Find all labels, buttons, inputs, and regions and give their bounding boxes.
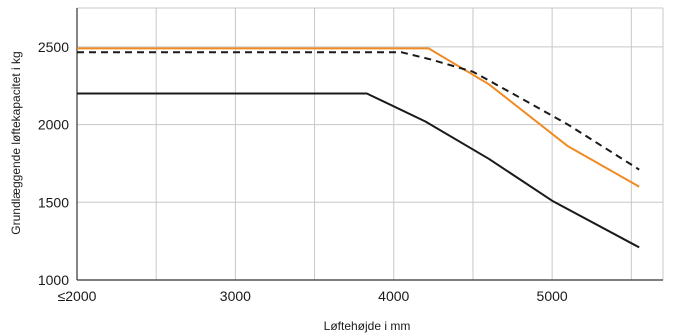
- x-tick-label: 4000: [378, 288, 409, 304]
- y-tick-label: 2000: [38, 117, 69, 133]
- series-group: [77, 47, 640, 249]
- x-axis-label: Løftehøjde i mm: [324, 319, 411, 333]
- y-tick-label: 2500: [38, 39, 69, 55]
- grid: [76, 7, 664, 281]
- x-tick-label: 5000: [537, 288, 568, 304]
- x-tick-label: 3000: [220, 288, 251, 304]
- y-axis-label: Grundlæggende løftekapacitet i kg: [9, 51, 23, 234]
- x-tick-label: ≤2000: [58, 288, 97, 304]
- y-tick-label: 1500: [38, 194, 69, 210]
- y-tick-label: 1000: [38, 272, 69, 288]
- series-line-3: [77, 92, 640, 249]
- x-tick-labels: ≤2000 3000 4000 5000: [58, 288, 568, 304]
- y-tick-labels: 1000 1500 2000 2500: [38, 39, 69, 288]
- series-line-2: [77, 51, 640, 171]
- series-line-1: [77, 47, 640, 188]
